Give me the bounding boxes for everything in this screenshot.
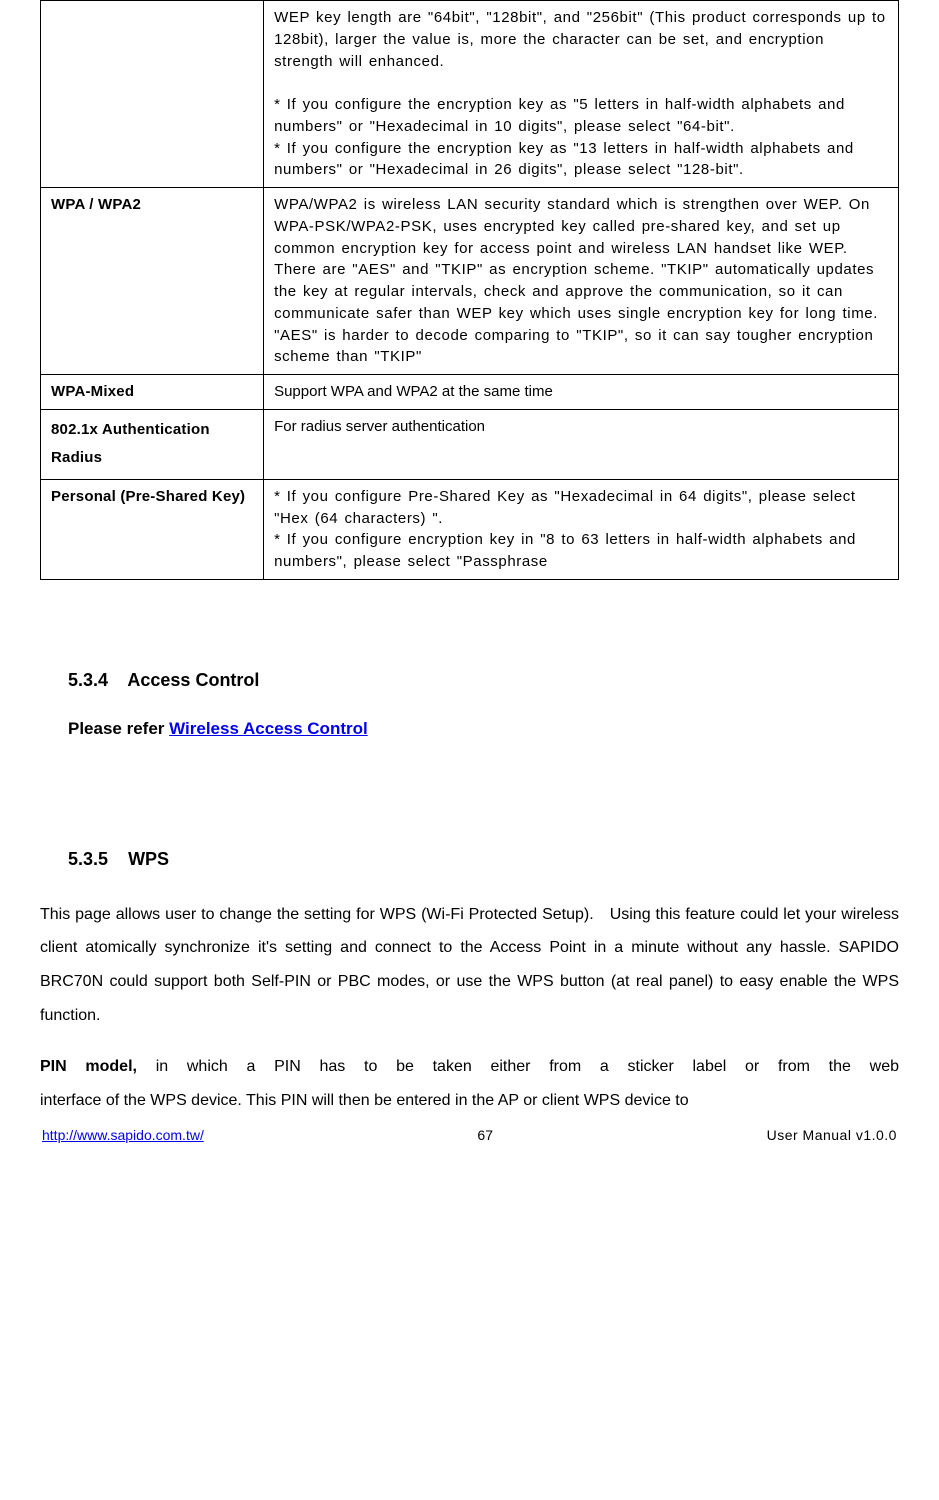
wps-paragraph: This page allows user to change the sett… xyxy=(40,898,899,1032)
spec-table: WEP key length are "64bit", "128bit", an… xyxy=(40,0,899,580)
row-label: 802.1x Authentication Radius xyxy=(41,409,264,479)
table-row: Personal (Pre-Shared Key) * If you confi… xyxy=(41,479,899,579)
row-text: WPA/WPA2 is wireless LAN security standa… xyxy=(264,188,899,375)
row-text: For radius server authentication xyxy=(264,409,899,479)
section-heading-access-control: 5.3.4 Access Control xyxy=(68,670,899,691)
wireless-access-control-link[interactable]: Wireless Access Control xyxy=(169,719,368,738)
footer-page-number: 67 xyxy=(477,1127,493,1143)
row-label: WPA / WPA2 xyxy=(41,188,264,375)
refer-prefix: Please refer xyxy=(68,719,169,738)
section-title: Access Control xyxy=(127,670,259,690)
footer-manual-version: User Manual v1.0.0 xyxy=(767,1127,897,1143)
row-label: WPA-Mixed xyxy=(41,375,264,410)
section-title: WPS xyxy=(128,849,169,869)
section-number: 5.3.4 xyxy=(68,670,108,690)
pin-paragraph: PIN model, in which a PIN has to be take… xyxy=(40,1050,899,1117)
refer-line: Please refer Wireless Access Control xyxy=(68,719,899,739)
table-row: WPA-Mixed Support WPA and WPA2 at the sa… xyxy=(41,375,899,410)
row-text: * If you configure Pre-Shared Key as "He… xyxy=(264,479,899,579)
pin-line2: interface of the WPS device. This PIN wi… xyxy=(40,1084,899,1118)
row-text: Support WPA and WPA2 at the same time xyxy=(264,375,899,410)
pin-line1: in which a PIN has to be taken either fr… xyxy=(137,1058,899,1075)
row-text: WEP key length are "64bit", "128bit", an… xyxy=(264,1,899,188)
table-row: WPA / WPA2 WPA/WPA2 is wireless LAN secu… xyxy=(41,188,899,375)
section-heading-wps: 5.3.5 WPS xyxy=(68,849,899,870)
row-label: Personal (Pre-Shared Key) xyxy=(41,479,264,579)
page-footer: http://www.sapido.com.tw/ 67 User Manual… xyxy=(40,1127,899,1143)
section-number: 5.3.5 xyxy=(68,849,108,869)
table-row: 802.1x Authentication Radius For radius … xyxy=(41,409,899,479)
table-row: WEP key length are "64bit", "128bit", an… xyxy=(41,1,899,188)
pin-model-label: PIN model, xyxy=(40,1058,137,1075)
footer-url-link[interactable]: http://www.sapido.com.tw/ xyxy=(42,1127,204,1143)
row-label xyxy=(41,1,264,188)
